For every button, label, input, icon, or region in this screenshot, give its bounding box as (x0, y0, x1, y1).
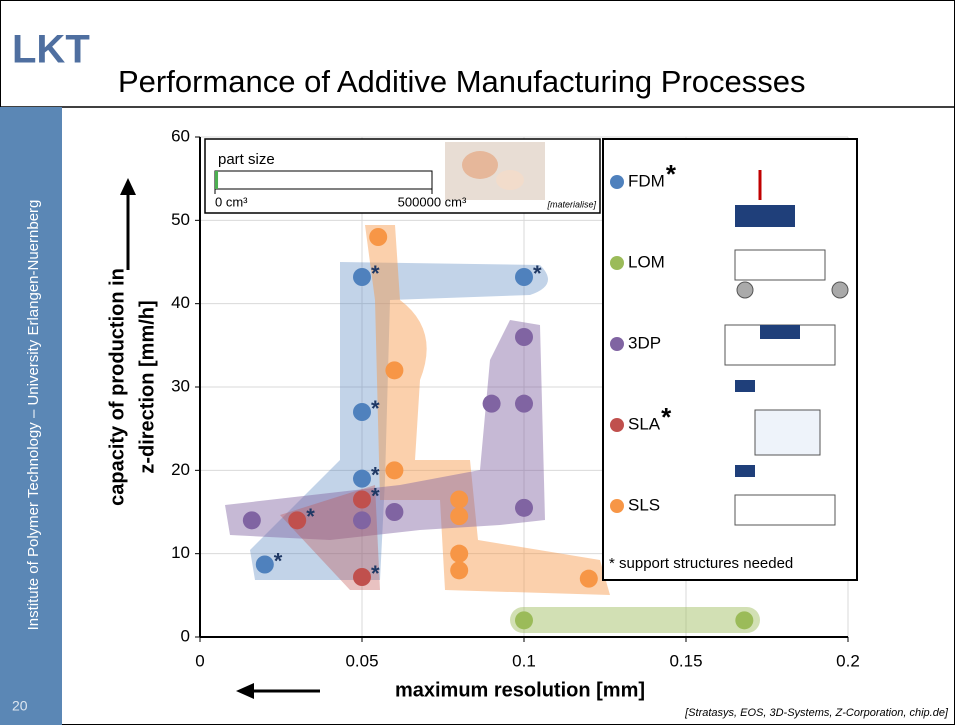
legend-marker (610, 337, 624, 351)
footnote: * support structures needed (609, 555, 793, 572)
legend-label: FDM (628, 171, 665, 190)
legend-label: 3DP (628, 333, 661, 352)
point (369, 228, 387, 246)
legend-note: * (666, 159, 677, 189)
point (515, 499, 533, 517)
legend-label: SLA (628, 414, 661, 433)
lom-region (510, 607, 760, 633)
point (483, 395, 501, 413)
x-tick-label: 0.05 (345, 651, 378, 670)
point (385, 503, 403, 521)
x-tick-label: 0 (195, 651, 204, 670)
inset-photo-part (496, 170, 524, 190)
legend-label: LOM (628, 252, 665, 271)
point-note: * (371, 396, 380, 421)
point (515, 268, 533, 286)
y-tick-label: 60 (171, 126, 190, 145)
point (735, 611, 753, 629)
inset-tick-label: 500000 cm³ (398, 194, 467, 209)
legend-note: * (661, 402, 672, 432)
point-note: * (371, 261, 380, 286)
x-tick-label: 0.2 (836, 651, 860, 670)
inset-source: [materialise] (546, 199, 596, 209)
sla-illustration (755, 410, 820, 455)
sidebar-text: Institute of Polymer Technology – Univer… (25, 200, 42, 631)
point (243, 511, 261, 529)
y-axis-title: capacity of production in (106, 268, 128, 506)
y-tick-label: 50 (171, 210, 190, 229)
inset-bar-frame (215, 171, 432, 189)
point-note: * (306, 504, 315, 529)
x-tick-label: 0.15 (669, 651, 702, 670)
3dp-illustration (760, 325, 800, 339)
legend-marker (610, 175, 624, 189)
point-note: * (274, 548, 283, 573)
point (515, 611, 533, 629)
y-tick-label: 0 (181, 626, 190, 645)
point (353, 268, 371, 286)
point (288, 511, 306, 529)
point (450, 491, 468, 509)
point-note: * (533, 261, 542, 286)
legend-marker (610, 256, 624, 270)
point (515, 395, 533, 413)
y-tick-label: 40 (171, 293, 190, 312)
point (515, 328, 533, 346)
x-axis-title: maximum resolution [mm] (395, 679, 645, 701)
inset-tick-label: 0 cm³ (215, 194, 248, 209)
point (256, 556, 274, 574)
lom-illustration (737, 282, 753, 298)
slide-title: Performance of Additive Manufacturing Pr… (118, 64, 806, 99)
point-note: * (371, 483, 380, 508)
y-tick-label: 10 (171, 543, 190, 562)
point (450, 561, 468, 579)
legend-marker (610, 418, 624, 432)
point (353, 491, 371, 509)
point (450, 507, 468, 525)
point (353, 568, 371, 586)
fdm-illustration (735, 205, 795, 227)
legend-label: SLS (628, 495, 660, 514)
point-note: * (371, 561, 380, 586)
lom-illustration (832, 282, 848, 298)
slide: LKT Performance of Additive Manufacturin… (0, 0, 955, 725)
point (450, 545, 468, 563)
page-number: 20 (12, 698, 28, 714)
point (580, 570, 598, 588)
inset-label: part size (218, 151, 275, 168)
point (353, 511, 371, 529)
logo: LKT (12, 28, 90, 72)
point (385, 361, 403, 379)
y-tick-label: 30 (171, 376, 190, 395)
inset-bar (215, 171, 218, 189)
inset-photo-part (462, 151, 498, 179)
point (385, 461, 403, 479)
point (353, 470, 371, 488)
x-tick-label: 0.1 (512, 651, 536, 670)
source: [Stratasys, EOS, 3D-Systems, Z-Corporati… (684, 707, 949, 719)
sls-illustration (735, 465, 755, 477)
legend-marker (610, 499, 624, 513)
y-tick-label: 20 (171, 460, 190, 479)
sla-illustration (735, 380, 755, 392)
point (353, 403, 371, 421)
y-axis-title: z-direction [mm/h] (136, 300, 158, 473)
page: LKT Performance of Additive Manufacturin… (0, 0, 955, 725)
